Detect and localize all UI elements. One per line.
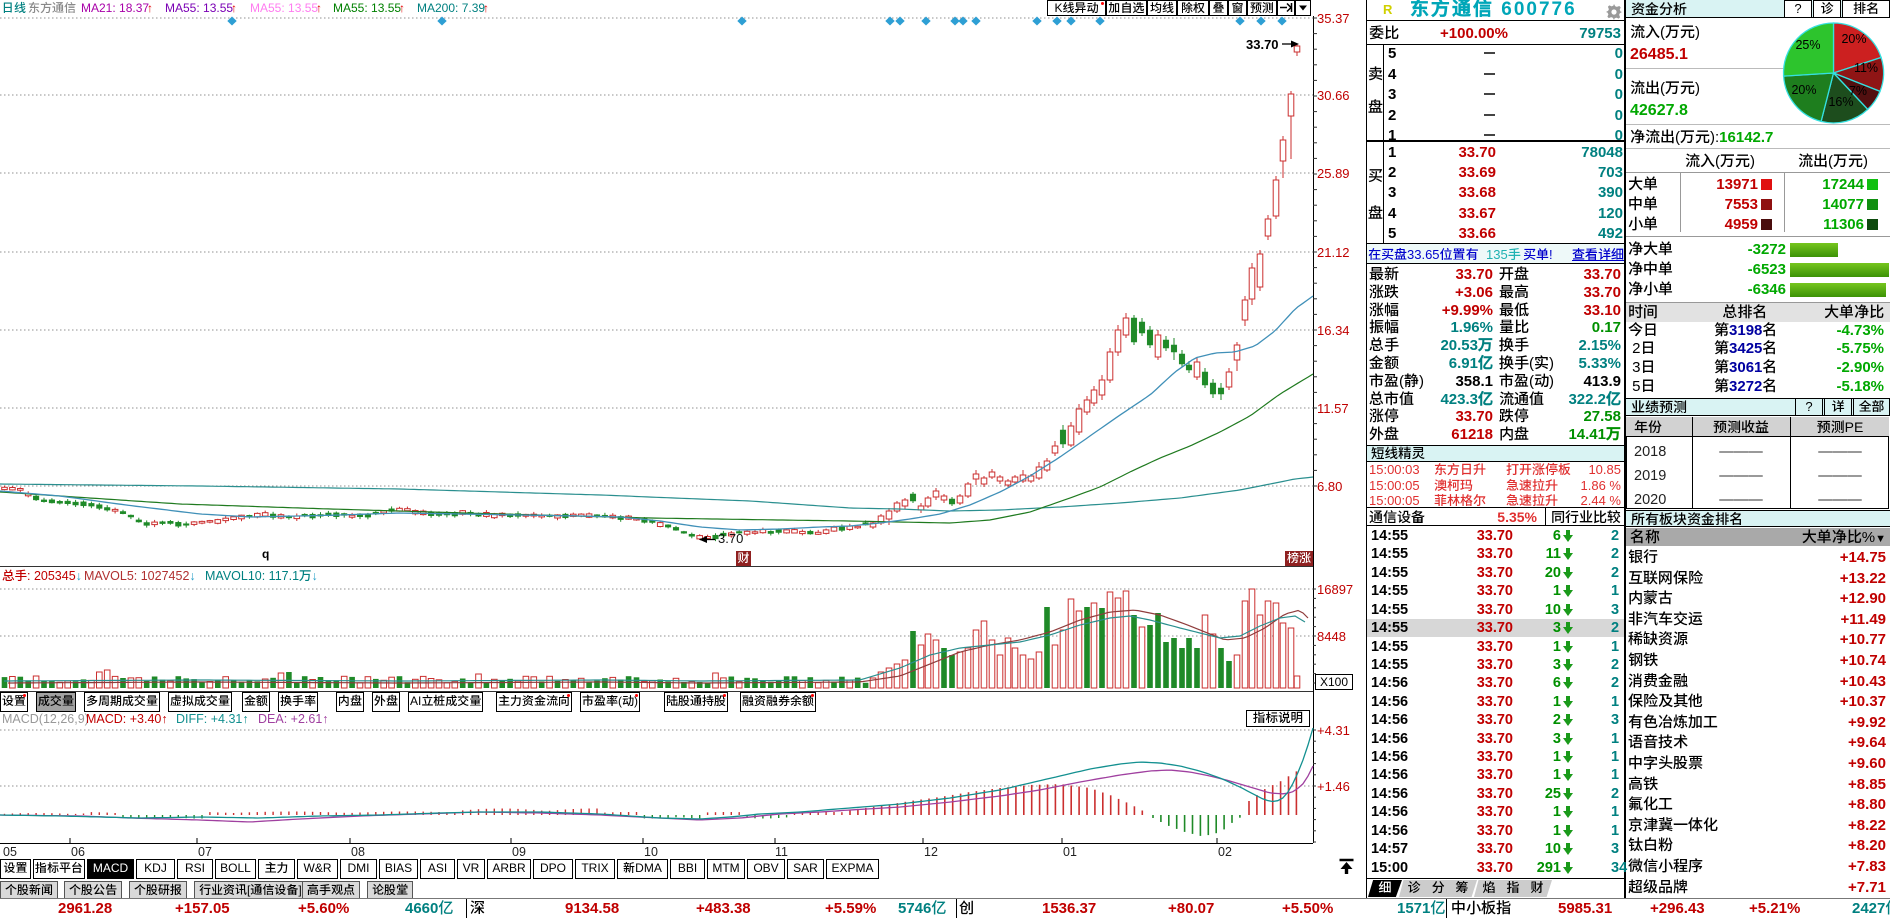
svg-text:11%: 11%	[1854, 61, 1878, 75]
svg-text:7%: 7%	[1849, 84, 1867, 98]
svg-text:16%: 16%	[1828, 95, 1853, 109]
svg-text:20%: 20%	[1841, 32, 1866, 46]
svg-text:20%: 20%	[1791, 83, 1816, 97]
svg-text:25%: 25%	[1795, 38, 1820, 52]
